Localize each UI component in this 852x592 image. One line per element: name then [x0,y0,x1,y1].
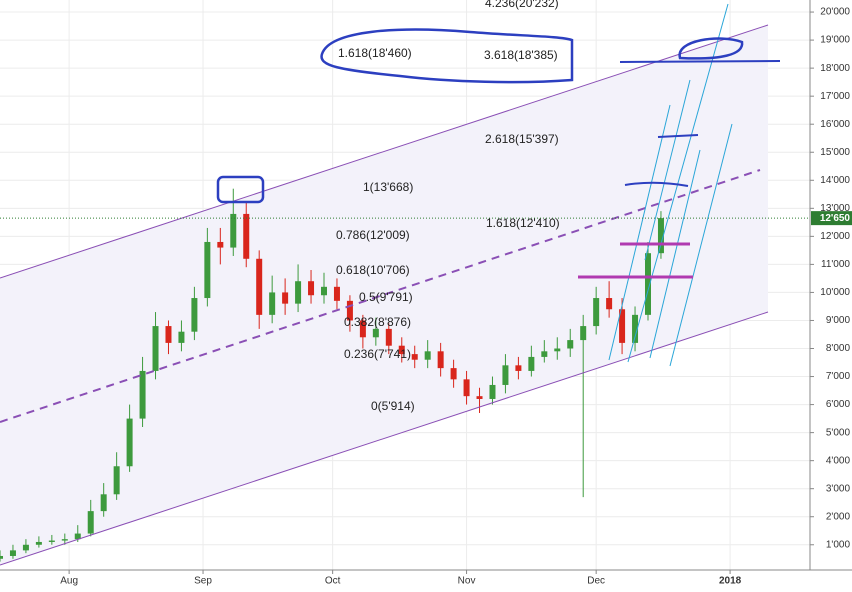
y-tick-label: 7'000 [826,371,851,382]
candle-body [450,368,457,380]
candle-body [333,286,340,301]
y-tick-label: 8'000 [826,343,851,354]
fib-label: 0.5(9'791) [359,290,413,304]
candle-body [178,331,185,343]
y-tick-label: 18'000 [820,63,850,74]
candle-body [476,396,483,399]
candle-body [593,298,600,327]
candle-body [139,370,146,419]
fib-label: 0.382(8'876) [344,315,411,329]
candle-body [217,241,224,248]
candle-body [282,292,289,304]
y-tick-label: 19'000 [820,35,850,46]
candle-body [126,418,133,467]
fib-label: 4.236(20'232) [485,0,559,10]
candle-body [152,326,159,371]
fib-label: 0.236(7'741) [344,347,411,361]
candle-body [424,351,431,360]
candle-body [9,550,16,556]
candle-body [230,213,237,248]
y-tick-label: 12'000 [820,231,850,242]
y-tick-label: 2'000 [826,511,851,522]
x-tick-label: Nov [458,576,476,587]
y-tick-label: 9'000 [826,315,851,326]
drawings [0,3,781,566]
x-tick-label: 2018 [719,576,742,587]
fib-label: 2.618(15'397) [485,132,559,146]
candle-body [87,511,94,534]
y-tick-label: 17'000 [820,91,850,102]
y-tick-label: 14'000 [820,175,850,186]
x-tick-label: Oct [325,576,341,587]
y-tick-label: 1'000 [826,539,851,550]
y-tick-label: 4'000 [826,455,851,466]
candle-body [165,326,172,343]
candle-body [321,286,327,296]
y-axis-area [810,0,852,592]
fib-label: 0(5'914) [371,399,415,413]
fib-label: 1.618(18'460) [338,46,412,60]
fib-label: 0.618(10'706) [336,263,410,277]
fib-label: 1.618(12'410) [486,216,560,230]
candle-body [359,320,366,338]
candle-body [61,539,68,541]
channel-fill [0,25,768,565]
candle-body [567,340,574,349]
candle-body [113,466,120,495]
y-tick-label: 20'000 [820,7,850,18]
candle-body [437,351,444,369]
candle-body [632,314,639,343]
candle-body [35,541,42,545]
candle-body [619,309,626,343]
candle-body [204,241,211,299]
fib-label: 1(13'668) [363,180,413,194]
last-price-tag [811,211,852,226]
candle-body [411,354,418,360]
y-tick-label: 10'000 [820,287,850,298]
candle-body [463,379,470,397]
candle-body [502,365,509,385]
candle-body [645,253,651,315]
candle-body [0,555,3,559]
y-tick-label: 15'000 [820,147,850,158]
candle-body [372,328,379,338]
candle-body [243,213,250,259]
candle-body [580,326,587,341]
x-axis-area [0,570,852,592]
candle-body [489,384,496,399]
y-tick-label: 6'000 [826,399,851,410]
candle-body [74,533,81,540]
y-tick-label: 3'000 [826,483,851,494]
candle-body [346,300,353,321]
fib-label: 3.618(18'385) [484,48,558,62]
candle-body [657,218,664,254]
candle-body [554,348,561,352]
x-tick-label: Dec [587,576,605,587]
candle-body [269,292,276,315]
y-tick-label: 13'000 [820,203,850,214]
candle-body [528,356,535,371]
candle-body [295,281,302,304]
candle-body [515,365,522,371]
candle-body [541,351,548,357]
y-tick-label: 11'000 [821,259,850,270]
candle-body [22,544,29,551]
candle-body [606,298,613,310]
last-price-label: 12'650 [820,213,851,224]
y-tick-label: 16'000 [820,119,850,130]
candle-body [100,494,107,512]
candle-body [398,345,405,355]
candle-body [191,298,198,332]
candle-body [48,540,55,542]
candle-body [308,281,315,296]
fib-label: 0.786(12'009) [336,228,410,242]
candle-body [256,258,263,315]
y-tick-label: 5'000 [826,427,851,438]
candle-body [385,328,392,346]
x-tick-label: Aug [60,576,78,587]
x-tick-label: Sep [194,576,212,587]
